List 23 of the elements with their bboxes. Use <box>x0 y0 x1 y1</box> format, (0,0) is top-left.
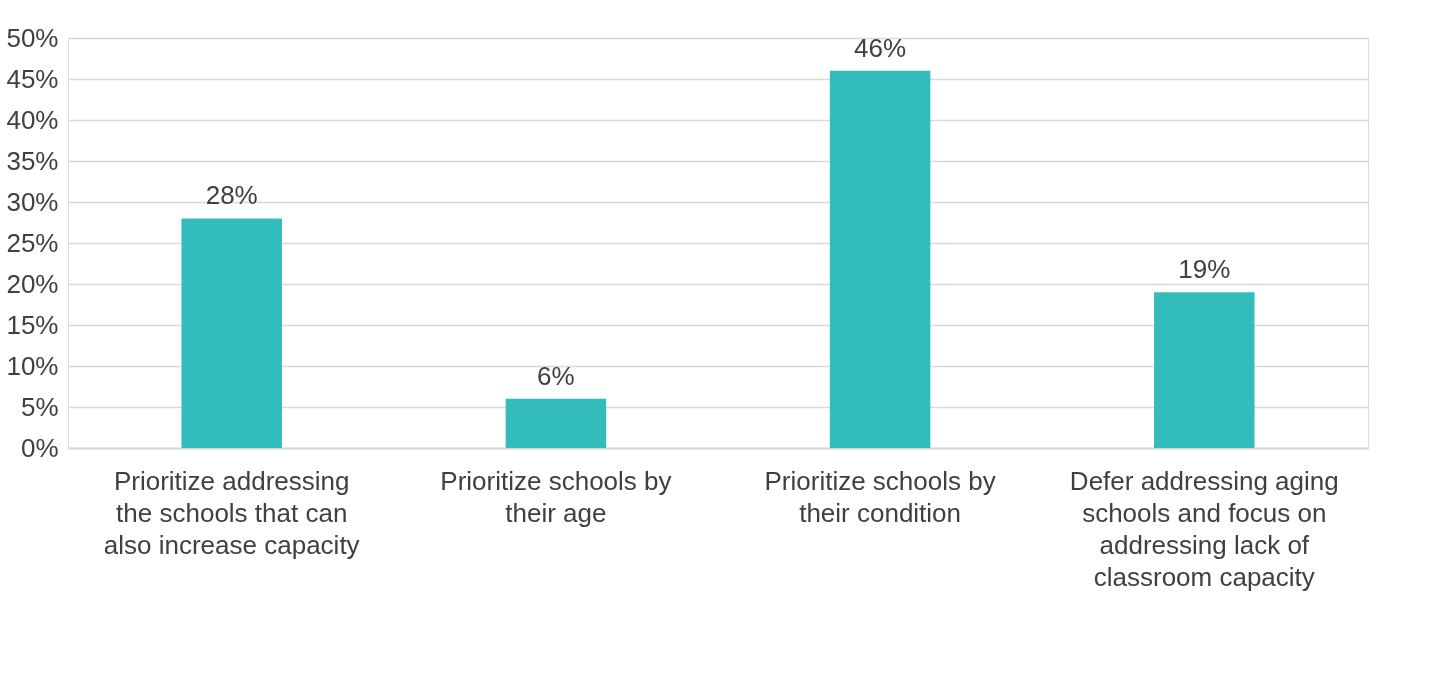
x-tick-label: Defer addressing aging schools and focus on addressing lack of classroom capacity <box>1069 465 1339 592</box>
y-tick-label: 50% <box>6 22 59 53</box>
data-label: 19% <box>1178 254 1231 285</box>
y-tick-label: 40% <box>6 104 59 135</box>
data-label: 46% <box>854 32 907 63</box>
x-tick-label: Prioritize schools by their condition <box>764 465 996 528</box>
bar <box>505 398 607 448</box>
y-tick-label: 15% <box>6 309 59 340</box>
y-tick-label: 35% <box>6 145 59 176</box>
y-tick-label: 30% <box>6 186 59 217</box>
y-tick-label: 10% <box>6 350 59 381</box>
x-tick-label: Prioritize addressing the schools that can also increase capacity <box>103 465 360 560</box>
bar <box>181 218 282 448</box>
data-label: 28% <box>205 180 258 211</box>
bar <box>829 70 931 448</box>
x-tick-label: Prioritize schools by their age <box>440 465 672 528</box>
bar <box>1154 292 1255 448</box>
y-tick-label: 20% <box>6 268 59 299</box>
y-tick-label: 45% <box>6 63 59 94</box>
y-tick-label: 5% <box>20 391 59 422</box>
y-tick-label: 0% <box>20 432 59 463</box>
y-tick-label: 25% <box>6 227 59 258</box>
data-label: 6% <box>537 360 575 391</box>
